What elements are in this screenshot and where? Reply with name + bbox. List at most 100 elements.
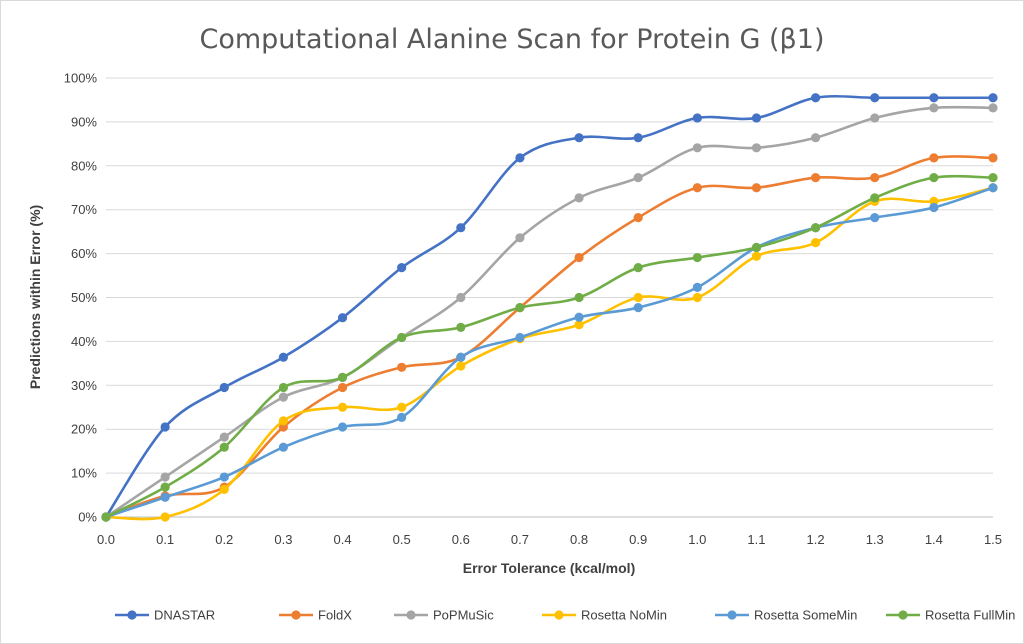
data-point-dnastar — [811, 93, 821, 103]
data-point-rosetta-somemin — [574, 312, 584, 322]
data-point-rosetta-somemin — [929, 202, 939, 213]
data-point-rosetta-nomin — [811, 238, 821, 248]
data-point-rosetta-fullmin — [160, 482, 170, 492]
data-point-rosetta-fullmin — [870, 193, 880, 203]
data-point-foldx — [870, 173, 880, 183]
data-point-rosetta-fullmin — [219, 442, 229, 452]
y-tick-label: 70% — [71, 202, 97, 217]
data-point-rosetta-somemin — [870, 213, 880, 223]
x-tick-label: 0.0 — [97, 532, 115, 547]
legend: DNASTAR FoldX PoPMuSic Rosetta NoMin Rosetta… — [115, 608, 1015, 623]
data-point-foldx — [337, 382, 348, 393]
y-tick-label: 60% — [71, 246, 97, 261]
data-point-dnastar — [929, 93, 939, 103]
legend-label: Rosetta NoMin — [581, 608, 667, 623]
y-axis-title: Predictions within Error (%) — [27, 205, 43, 389]
x-tick-label: 0.8 — [570, 532, 588, 547]
data-point-dnastar — [751, 113, 762, 123]
data-point-popmusic — [751, 143, 762, 153]
series-dnastar — [101, 93, 998, 522]
data-point-dnastar — [515, 153, 525, 163]
legend-item-rosetta-somemin: Rosetta SomeMin — [715, 608, 857, 623]
x-tick-label: 1.0 — [688, 532, 706, 547]
series-rosetta-fullmin — [101, 173, 998, 522]
y-tick-label: 0% — [78, 510, 97, 525]
data-point-rosetta-nomin — [751, 251, 762, 261]
y-tick-label: 10% — [71, 466, 97, 481]
legend-item-dnastar: DNASTAR — [115, 608, 215, 623]
data-point-rosetta-somemin — [692, 282, 702, 293]
data-point-popmusic — [574, 193, 584, 203]
data-point-rosetta-nomin — [278, 416, 288, 426]
data-point-popmusic — [988, 103, 998, 113]
data-point-rosetta-fullmin — [337, 372, 348, 382]
x-tick-label: 0.9 — [629, 532, 647, 547]
series-rosetta-somemin — [101, 183, 998, 522]
data-point-popmusic — [692, 143, 702, 153]
series-line-dnastar — [104, 94, 995, 519]
data-point-rosetta-fullmin — [397, 332, 407, 343]
x-tick-label: 0.2 — [215, 532, 233, 547]
data-point-popmusic — [929, 103, 939, 113]
data-point-dnastar — [456, 223, 466, 233]
data-point-dnastar — [397, 263, 407, 273]
data-point-rosetta-nomin — [574, 320, 584, 330]
data-point-rosetta-fullmin — [456, 322, 466, 332]
data-point-dnastar — [633, 133, 643, 143]
data-point-foldx — [751, 183, 762, 193]
x-tick-label: 1.2 — [807, 532, 825, 547]
data-point-popmusic — [456, 292, 466, 303]
data-point-foldx — [574, 252, 584, 263]
data-point-foldx — [929, 153, 939, 163]
data-point-foldx — [633, 213, 643, 223]
legend-swatch-marker — [406, 610, 416, 620]
data-point-foldx — [811, 173, 821, 183]
data-point-rosetta-somemin — [160, 492, 170, 502]
data-point-foldx — [397, 362, 407, 372]
data-point-rosetta-somemin — [278, 442, 288, 452]
data-point-rosetta-fullmin — [101, 512, 111, 522]
y-tick-label: 100% — [64, 71, 98, 86]
legend-swatch-marker — [727, 610, 737, 620]
legend-item-rosetta-nomin: Rosetta NoMin — [542, 608, 667, 623]
series-line-popmusic — [104, 105, 995, 519]
legend-item-rosetta-fullmin: Rosetta FullMin — [886, 608, 1015, 623]
x-axis-title: Error Tolerance (kcal/mol) — [463, 560, 635, 576]
y-tick-label: 90% — [71, 114, 97, 129]
x-tick-label: 0.7 — [511, 532, 529, 547]
data-point-foldx — [692, 183, 702, 193]
series-line-rosetta-somemin — [104, 186, 995, 519]
legend-label: FoldX — [318, 608, 352, 623]
x-tick-label: 0.4 — [333, 532, 351, 547]
legend-swatch-marker — [291, 610, 301, 620]
legend-label: PoPMuSic — [433, 608, 494, 623]
data-point-rosetta-nomin — [219, 484, 229, 494]
data-point-rosetta-fullmin — [633, 263, 643, 273]
data-point-rosetta-nomin — [633, 292, 643, 303]
data-point-dnastar — [870, 93, 880, 103]
y-tick-label: 20% — [71, 422, 97, 437]
series-line-rosetta-nomin — [104, 186, 995, 521]
data-point-rosetta-nomin — [397, 402, 407, 412]
legend-swatch-marker — [127, 610, 137, 620]
x-axis-ticks: 0.0 0.1 0.2 0.3 0.4 0.5 0.6 0.7 0.8 0.9 1.0 1.1 1.2 1… — [97, 532, 1002, 547]
chart-title: Computational Alanine Scan for Protein G… — [200, 24, 825, 55]
x-tick-label: 1.3 — [866, 532, 884, 547]
data-point-popmusic — [870, 113, 880, 123]
data-point-rosetta-somemin — [337, 422, 348, 432]
data-point-dnastar — [219, 382, 229, 393]
data-point-popmusic — [219, 432, 229, 442]
x-tick-label: 1.4 — [925, 532, 943, 547]
y-tick-label: 50% — [71, 290, 97, 305]
x-tick-label: 0.5 — [393, 532, 411, 547]
data-point-rosetta-somemin — [988, 183, 998, 193]
y-tick-label: 40% — [71, 334, 97, 349]
data-point-rosetta-nomin — [337, 402, 348, 412]
data-point-popmusic — [811, 133, 821, 143]
x-tick-label: 0.1 — [156, 532, 174, 547]
data-point-rosetta-nomin — [692, 292, 702, 303]
data-point-popmusic — [515, 233, 525, 243]
data-point-dnastar — [988, 93, 998, 103]
